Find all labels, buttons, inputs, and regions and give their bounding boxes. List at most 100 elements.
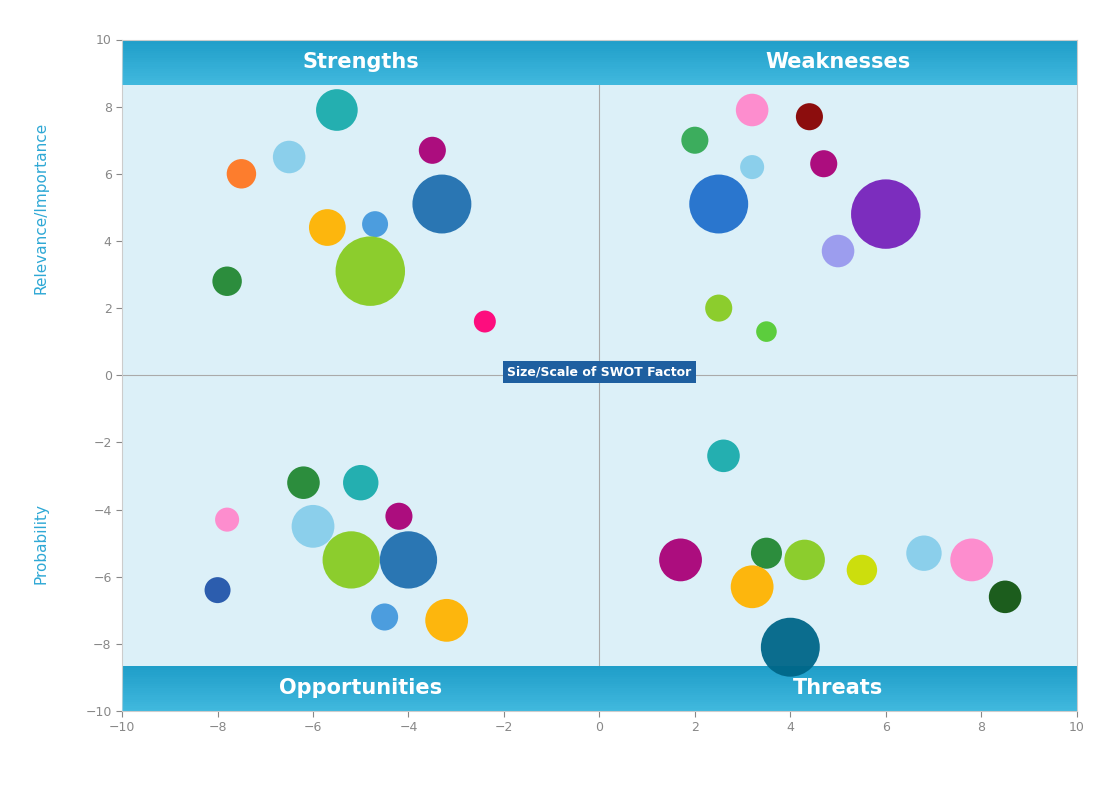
Text: Probability: Probability (33, 502, 49, 584)
Bar (599, 78, 1077, 81)
Bar (122, 42, 599, 44)
Bar (599, 672, 1077, 675)
Point (852, 564, 870, 577)
Point (232, 167, 250, 180)
Text: Relevance/Importance: Relevance/Importance (33, 121, 49, 294)
Point (280, 151, 297, 164)
Bar (599, 42, 1077, 44)
Point (744, 581, 761, 593)
Bar (599, 65, 1077, 66)
Bar (122, 40, 599, 85)
Point (423, 144, 441, 156)
Bar (599, 40, 1077, 375)
Bar (599, 47, 1077, 48)
Point (715, 450, 733, 462)
Bar (122, 668, 599, 670)
Bar (122, 698, 599, 700)
Point (710, 302, 728, 314)
Point (800, 111, 818, 123)
Bar (599, 53, 1077, 55)
Point (686, 134, 704, 146)
Point (815, 157, 832, 170)
Bar (599, 690, 1077, 693)
Bar (122, 686, 599, 688)
Bar (599, 698, 1077, 700)
Bar (122, 47, 599, 48)
Point (476, 315, 494, 328)
Bar (122, 670, 599, 672)
Text: Opportunities: Opportunities (280, 679, 442, 698)
Bar (122, 83, 599, 85)
Bar (122, 62, 599, 65)
Point (433, 198, 451, 210)
Point (327, 103, 345, 116)
Bar (122, 76, 599, 78)
Bar (122, 677, 599, 679)
Bar (122, 695, 599, 698)
Point (877, 208, 895, 220)
Bar (599, 686, 1077, 688)
Bar (599, 40, 1077, 42)
Bar (599, 688, 1077, 690)
Bar (599, 73, 1077, 76)
Bar (599, 675, 1077, 677)
Bar (599, 668, 1077, 670)
Bar (122, 65, 599, 66)
Point (796, 554, 814, 566)
Point (400, 554, 417, 566)
Bar (599, 83, 1077, 85)
Bar (599, 62, 1077, 65)
Bar (122, 71, 599, 73)
Bar (599, 71, 1077, 73)
Bar (599, 69, 1077, 71)
Bar (599, 670, 1077, 672)
Point (997, 591, 1015, 604)
Bar (599, 679, 1077, 682)
Bar (122, 672, 599, 675)
Bar (122, 700, 599, 702)
Bar (599, 58, 1077, 60)
Bar (599, 66, 1077, 69)
Point (319, 221, 336, 234)
Text: Threats: Threats (793, 679, 884, 698)
Point (375, 611, 393, 623)
Bar (122, 55, 599, 58)
Bar (599, 375, 1077, 711)
Bar (599, 706, 1077, 709)
Point (366, 218, 384, 231)
Bar (122, 40, 599, 375)
Bar (122, 375, 599, 711)
Bar (122, 69, 599, 71)
Point (342, 554, 360, 566)
Bar (599, 700, 1077, 702)
Bar (122, 666, 599, 711)
Point (757, 325, 775, 338)
Point (781, 641, 799, 653)
Bar (599, 55, 1077, 58)
Bar (122, 688, 599, 690)
Point (219, 275, 236, 288)
Bar (599, 76, 1077, 78)
Point (294, 476, 312, 489)
Point (962, 554, 980, 566)
Point (304, 520, 322, 532)
Bar (122, 66, 599, 69)
Bar (599, 666, 1077, 711)
Bar (122, 684, 599, 686)
Bar (122, 40, 599, 42)
Bar (599, 682, 1077, 684)
Point (437, 614, 455, 626)
Point (744, 103, 761, 116)
Bar (122, 78, 599, 81)
Bar (122, 48, 599, 51)
Point (362, 265, 380, 277)
Bar (599, 702, 1077, 704)
Bar (122, 53, 599, 55)
Point (744, 161, 761, 174)
Bar (122, 58, 599, 60)
Bar (599, 677, 1077, 679)
Text: Weaknesses: Weaknesses (766, 52, 910, 72)
Bar (122, 690, 599, 693)
Bar (122, 81, 599, 83)
Text: Strengths: Strengths (302, 52, 420, 72)
